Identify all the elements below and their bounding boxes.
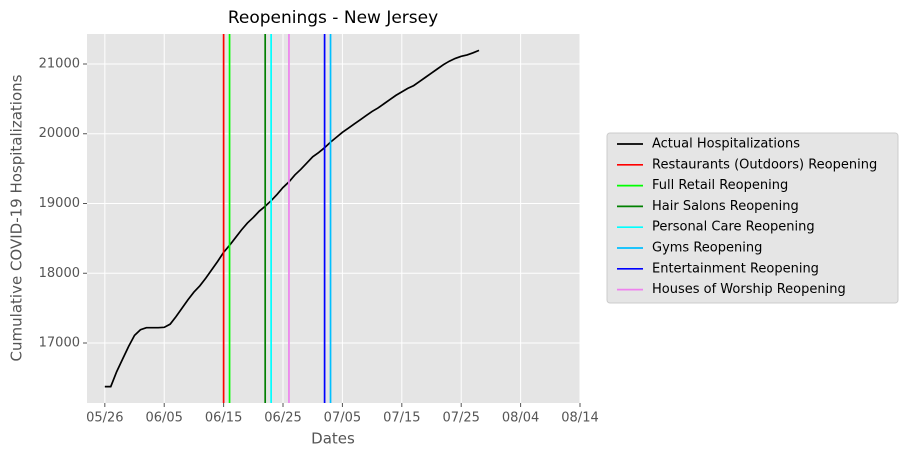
x-tick-label: 07/25 (442, 411, 479, 426)
chart-title: Reopenings - New Jersey (228, 8, 438, 28)
x-tick-label: 06/15 (205, 411, 242, 426)
x-axis-label: Dates (311, 430, 355, 448)
x-tick-label: 08/04 (502, 411, 539, 426)
y-axis-label: Cumulative COVID-19 Hospitalizations (8, 74, 26, 361)
legend-label: Gyms Reopening (652, 241, 762, 256)
legend-label: Entertainment Reopening (652, 261, 819, 276)
y-tick-label: 17000 (39, 336, 80, 351)
x-tick-label: 05/26 (86, 411, 123, 426)
y-tick-label: 20000 (39, 126, 80, 141)
x-tick-label: 06/25 (264, 411, 301, 426)
data-line (104, 49, 480, 388)
plot-area (87, 34, 580, 403)
legend-label: Personal Care Reopening (652, 220, 815, 235)
legend-label: Restaurants (Outdoors) Reopening (652, 157, 877, 172)
legend-box (606, 132, 899, 304)
x-tick-label: 08/14 (561, 411, 598, 426)
legend-label: Full Retail Reopening (652, 178, 788, 193)
y-tick-label: 19000 (39, 196, 80, 211)
x-tick-label: 07/15 (383, 411, 420, 426)
legend-label: Actual Hospitalizations (652, 137, 800, 152)
y-tick-label: 18000 (39, 266, 80, 281)
x-tick-label: 07/05 (324, 411, 361, 426)
legend-label: Houses of Worship Reopening (652, 282, 846, 297)
x-tick-label: 06/05 (145, 411, 182, 426)
legend-label: Hair Salons Reopening (652, 199, 799, 214)
y-tick-label: 21000 (39, 56, 80, 71)
